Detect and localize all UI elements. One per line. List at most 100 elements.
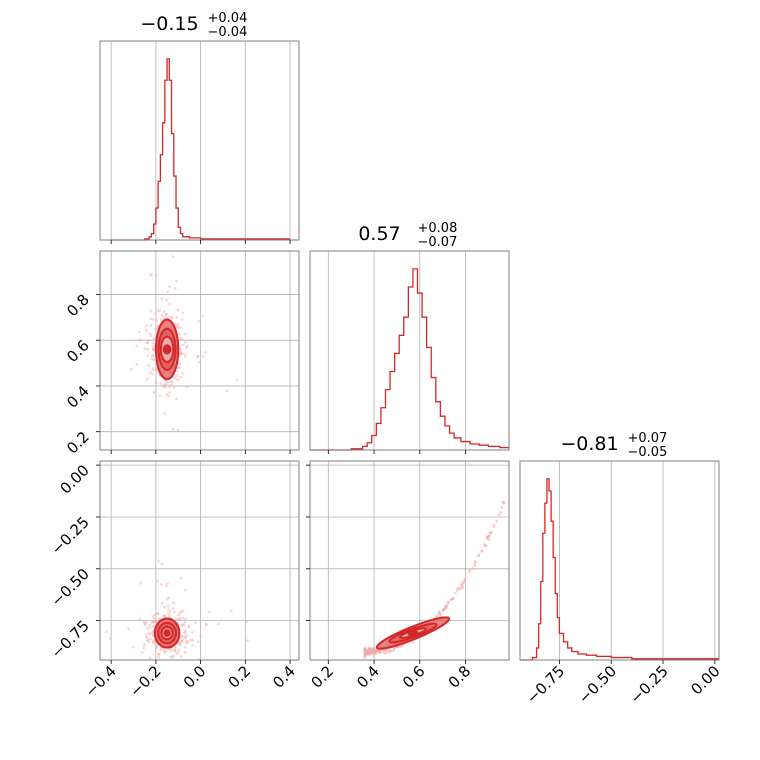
density-peak — [164, 630, 171, 637]
scatter-point — [166, 582, 170, 585]
scatter-point — [158, 652, 161, 656]
scatter-point — [151, 630, 154, 634]
scatter-point — [160, 562, 164, 566]
scatter-point — [179, 350, 183, 354]
scatter-points — [105, 559, 249, 661]
scatter-point — [497, 513, 501, 517]
scatter-point — [148, 623, 152, 627]
scatter-point — [172, 386, 176, 389]
scatter-point — [138, 339, 142, 342]
x-tick-label: 0.6 — [399, 662, 429, 692]
scatter-point — [160, 314, 164, 317]
scatter-point — [165, 313, 168, 316]
scatter-point — [166, 382, 169, 385]
scatter-point — [187, 625, 191, 629]
scatter-point — [179, 352, 183, 356]
scatter-point — [372, 653, 376, 657]
x-tick-label: 0.2 — [225, 662, 255, 692]
scatter-point — [172, 654, 176, 658]
scatter-point — [194, 621, 198, 625]
scatter-point — [164, 312, 168, 316]
scatter-point — [156, 612, 160, 616]
scatter-point — [144, 324, 148, 327]
scatter-point — [144, 636, 148, 639]
scatter-point — [170, 647, 174, 651]
scatter-point — [149, 334, 153, 338]
scatter-point — [180, 635, 184, 638]
scatter-point — [180, 634, 184, 638]
panel-title-value: −0.81 — [560, 433, 618, 455]
scatter-point — [169, 649, 173, 653]
scatter-point — [444, 604, 448, 608]
scatter-point — [178, 643, 182, 647]
scatter-point — [160, 297, 164, 300]
scatter-points — [130, 255, 239, 432]
histogram-step-line — [520, 478, 719, 661]
scatter-point — [471, 567, 474, 571]
scatter-point — [460, 584, 464, 588]
scatter-point — [148, 273, 152, 277]
scatter-point — [144, 632, 148, 636]
scatter-point — [149, 317, 153, 321]
scatter-point — [143, 621, 147, 625]
scatter-point — [483, 544, 487, 548]
panel-title-lower-error: −0.07 — [418, 235, 458, 250]
scatter-point — [159, 648, 162, 652]
scatter-point — [163, 383, 167, 387]
scatter-point — [179, 352, 183, 356]
scatter-point — [185, 633, 189, 637]
scatter-point — [172, 601, 176, 605]
panel-title-value: 0.57 — [358, 223, 400, 245]
scatter-point — [169, 380, 173, 384]
scatter-point — [157, 559, 160, 563]
y-tick-label: 0.4 — [63, 382, 93, 412]
scatter-point — [175, 374, 179, 378]
scatter-point — [162, 613, 165, 617]
scatter-point — [473, 561, 477, 565]
scatter-point — [480, 549, 484, 553]
scatter-point — [180, 338, 184, 342]
scatter-point — [179, 347, 183, 351]
scatter-point — [180, 318, 184, 322]
scatter-point — [175, 652, 179, 656]
scatter-point — [182, 623, 186, 627]
scatter-point — [183, 332, 187, 336]
scatter-point — [176, 325, 180, 329]
scatter-point — [139, 581, 142, 585]
scatter-point — [168, 391, 172, 395]
scatter-point — [186, 640, 190, 643]
scatter-point — [159, 381, 163, 385]
scatter-point — [156, 652, 160, 656]
scatter-panel-0-2 — [100, 461, 299, 661]
scatter-point — [182, 631, 186, 635]
scatter-point — [173, 648, 177, 652]
scatter-point — [135, 344, 139, 348]
scatter-point — [146, 354, 150, 357]
scatter-point — [178, 611, 182, 615]
scatter-point — [492, 523, 496, 527]
scatter-point — [165, 598, 169, 601]
x-tick-label: 0.0 — [180, 662, 210, 692]
scatter-point — [363, 652, 367, 656]
scatter-point — [191, 638, 195, 642]
scatter-point — [399, 645, 403, 649]
scatter-point — [150, 620, 154, 624]
scatter-point — [151, 634, 155, 637]
scatter-point — [143, 643, 146, 647]
density-peak — [164, 346, 171, 353]
scatter-point — [171, 255, 175, 259]
scatter-point — [151, 358, 155, 362]
scatter-point — [168, 302, 171, 306]
scatter-point — [152, 391, 156, 394]
scatter-point — [154, 620, 157, 624]
scatter-point — [163, 385, 167, 389]
scatter-point — [178, 617, 182, 621]
scatter-point — [162, 650, 166, 653]
panel-title-upper-error: +0.07 — [628, 431, 668, 446]
scatter-point — [198, 360, 202, 364]
scatter-point — [146, 639, 150, 642]
x-tick-label: −0.75 — [523, 662, 568, 707]
scatter-point — [155, 318, 159, 322]
scatter-point — [127, 627, 130, 630]
scatter-point — [463, 577, 467, 581]
